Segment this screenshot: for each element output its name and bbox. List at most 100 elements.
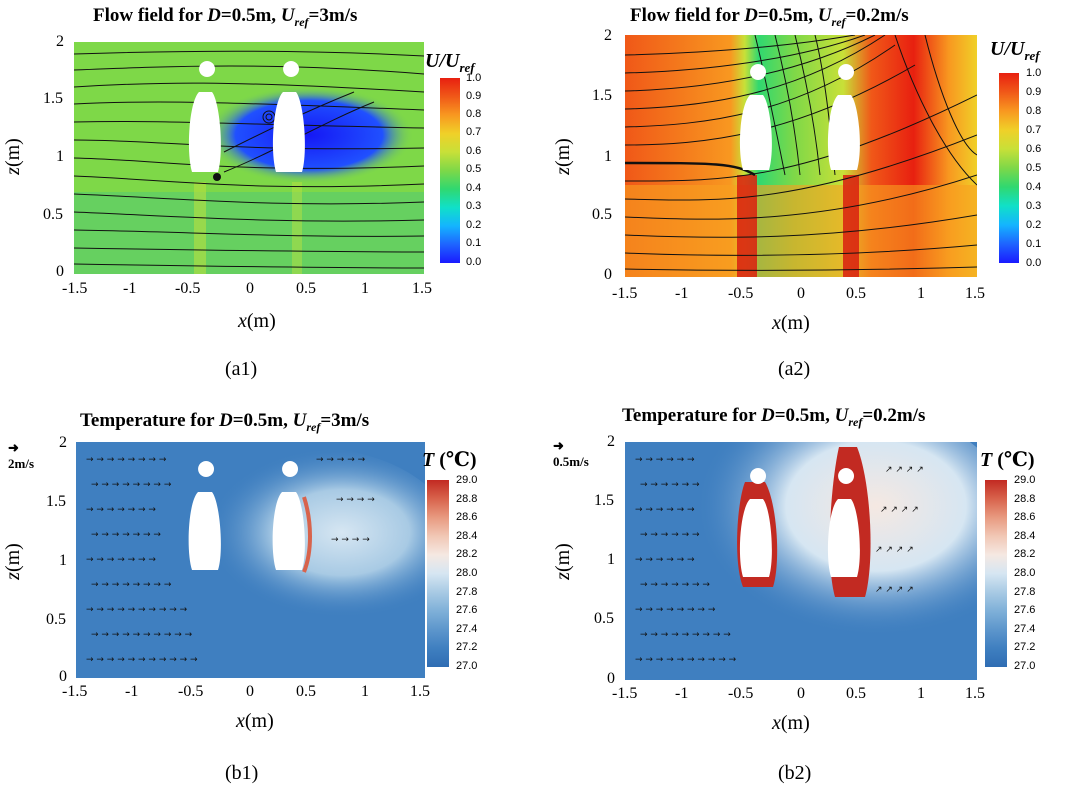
colorbar-title: U/Uref	[990, 38, 1040, 63]
colorbar-tick: 0.7	[466, 126, 482, 138]
y-tick: 1	[607, 551, 615, 568]
svg-text:→ → → →: → → → →	[336, 495, 375, 505]
svg-text:→ → → → → → →: → → → → → → →	[91, 530, 161, 540]
colorbar-tick: 0.2	[1026, 219, 1042, 231]
colorbar-tick: 27.4	[456, 623, 478, 635]
colorbar-tick: 29.0	[456, 474, 478, 486]
y-tick: 0	[604, 266, 612, 283]
svg-text:→ → → → →: → → → → →	[316, 455, 366, 465]
x-tick: -0.5	[178, 683, 204, 700]
y-tick: 0	[59, 668, 67, 685]
y-tick: 0.5	[592, 206, 612, 223]
colorbar-tick: 28.8	[456, 493, 478, 505]
colorbar-tick: 1.0	[1026, 67, 1042, 79]
x-tick: 0.5	[296, 683, 316, 700]
y-tick: 1	[59, 552, 67, 569]
colorbar-tick: 28.2	[1014, 548, 1036, 560]
colorbar-tick: 0.9	[466, 90, 482, 102]
y-tick: 2	[607, 433, 615, 450]
x-tick: -0.5	[728, 685, 754, 702]
colorbar-title: U/Uref	[425, 50, 475, 75]
x-axis-label: x(m)	[772, 712, 810, 734]
colorbar-tick: 27.8	[1014, 586, 1036, 598]
reference-arrow: ➜ 2m/s	[8, 440, 34, 472]
colorbar-tick: 28.4	[456, 530, 478, 542]
x-tick: 0	[797, 685, 805, 702]
x-tick: 1	[917, 285, 925, 302]
svg-text:→ → → → → → → →: → → → → → → → →	[86, 455, 167, 465]
x-axis-label: x(m)	[238, 310, 276, 332]
colorbar-tick: 27.8	[456, 586, 478, 598]
svg-text:→ → → → → →: → → → → → →	[640, 480, 700, 490]
panel-caption: (a1)	[225, 358, 258, 380]
colorbar-tick: 27.0	[456, 660, 478, 672]
svg-text:→ → → → → → →: → → → → → → →	[86, 555, 156, 565]
colorbar-tick: 27.2	[456, 641, 478, 653]
colorbar-tick: 0.3	[1026, 200, 1042, 212]
x-tick: 1.5	[965, 285, 985, 302]
y-tick: 1	[56, 148, 64, 165]
x-tick: 1	[361, 280, 369, 297]
x-tick: -1.5	[62, 683, 88, 700]
colorbar-tick: 0.5	[466, 163, 482, 175]
colorbar-title: T (℃)	[422, 449, 477, 471]
y-tick: 1.5	[46, 493, 66, 510]
panel-title: Temperature for D=0.5m, Uref=3m/s	[80, 410, 370, 434]
svg-text:→ → → → → →: → → → → → →	[640, 530, 700, 540]
colorbar-tick: 0.4	[1026, 181, 1042, 193]
svg-text:→ → → → → → → → → →: → → → → → → → → → →	[91, 630, 193, 640]
y-tick: 1.5	[592, 87, 612, 104]
panel-caption: (b2)	[778, 762, 812, 784]
colorbar-tick: 0.1	[466, 237, 482, 249]
y-axis-label: z(m)	[551, 138, 574, 175]
colorbar-tick: 27.4	[1014, 623, 1036, 635]
x-tick: -1	[675, 285, 689, 302]
panel-title: Flow field for D=0.5m, Uref=0.2m/s	[630, 5, 909, 29]
colorbar	[427, 480, 449, 667]
x-tick: -1.5	[62, 280, 88, 297]
y-tick: 2	[56, 33, 64, 50]
velocity-field-a1	[74, 42, 424, 274]
colorbar	[985, 480, 1007, 667]
panel-caption: (b1)	[225, 762, 259, 784]
colorbar-tick: 0.6	[466, 145, 482, 157]
y-tick: 0	[56, 263, 64, 280]
x-tick: 1.5	[965, 685, 985, 702]
arrow-right-icon: ➜	[553, 438, 564, 453]
contour-plot: → → → → → → → → → → → → → → → → → → → → …	[625, 442, 977, 680]
colorbar-tick: 27.6	[456, 604, 478, 616]
y-tick: 2	[59, 434, 67, 451]
svg-text:→ → → →: → → → →	[331, 535, 370, 545]
reference-arrow: ➜ 0.5m/s	[553, 438, 589, 470]
x-tick: 1	[917, 685, 925, 702]
x-tick: 1	[361, 683, 369, 700]
x-tick: -1.5	[612, 685, 638, 702]
x-tick: 0.5	[846, 685, 866, 702]
y-axis-label: z(m)	[1, 543, 24, 580]
colorbar-tick: 0.0	[1026, 257, 1042, 269]
panel-caption: (a2)	[778, 358, 811, 380]
x-axis-label: x(m)	[236, 710, 274, 732]
svg-text:→ → → → → → →: → → → → → → →	[640, 580, 710, 590]
x-tick: -0.5	[728, 285, 754, 302]
x-tick: 0	[246, 280, 254, 297]
x-tick: -1	[675, 685, 689, 702]
svg-text:→ → → → → → → →: → → → → → → → →	[635, 605, 716, 615]
colorbar-tick: 28.8	[1014, 493, 1036, 505]
colorbar-tick: 28.0	[456, 567, 478, 579]
colorbar-tick: 27.0	[1014, 660, 1036, 672]
y-tick: 0.5	[43, 206, 63, 223]
x-axis-label: x(m)	[772, 312, 810, 334]
colorbar-tick: 0.1	[1026, 238, 1042, 250]
svg-text:↗ ↗ ↗ ↗: ↗ ↗ ↗ ↗	[875, 545, 914, 555]
y-tick: 0.5	[594, 610, 614, 627]
svg-text:↗ ↗ ↗ ↗: ↗ ↗ ↗ ↗	[880, 505, 919, 515]
svg-text:→ → → → → → → →: → → → → → → → →	[91, 480, 172, 490]
svg-text:→ → → → → → →: → → → → → → →	[86, 505, 156, 515]
x-tick: 0	[246, 683, 254, 700]
colorbar-tick: 29.0	[1014, 474, 1036, 486]
panel-title: Temperature for D=0.5m, Uref=0.2m/s	[622, 405, 926, 429]
colorbar-tick: 28.4	[1014, 530, 1036, 542]
colorbar-tick: 28.2	[456, 548, 478, 560]
y-tick: 1	[604, 148, 612, 165]
